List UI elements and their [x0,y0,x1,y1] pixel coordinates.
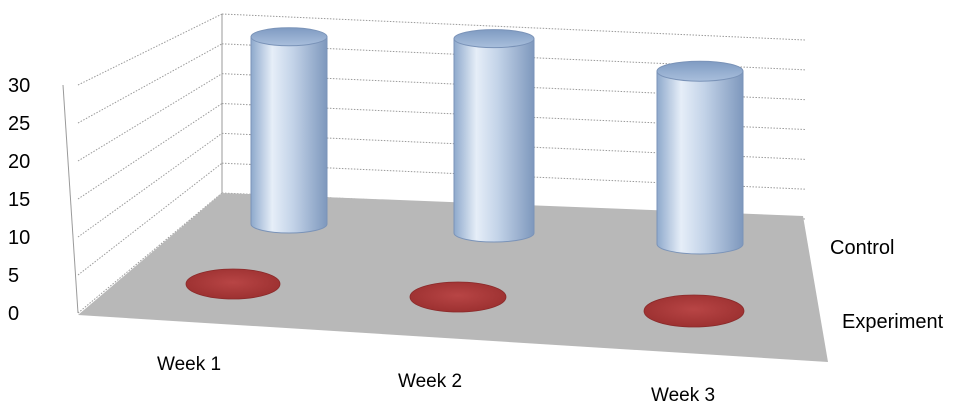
gridline-back-30 [221,13,806,41]
bar-control-3 [656,60,744,255]
y-axis: 0 5 10 15 20 25 30 [8,75,30,325]
chart-floor [78,193,828,362]
category-label-week-3: Week 3 [651,385,715,405]
gridline-left-10 [77,132,223,238]
y-tick-label: 0 [8,303,19,325]
y-tick-label: 10 [8,227,30,249]
series-label-experiment: Experiment [842,311,944,333]
gridline-left-20 [77,73,223,162]
series-label-control: Control [830,237,894,259]
y-tick-label: 20 [8,151,30,173]
bar-experiment-1 [185,268,281,300]
category-label-week-1: Week 1 [157,354,221,375]
axis-line-left [62,84,79,314]
bar-control-2 [453,29,535,243]
gridline-left-25 [77,43,223,124]
y-tick-label: 15 [8,189,30,211]
bar-experiment-2 [409,281,507,313]
gridline-left-5 [77,162,223,276]
y-tick-label: 25 [8,113,30,135]
gridline-left-0 [77,192,223,314]
gridline-left-30 [77,13,223,86]
y-tick-label: 30 [8,75,30,97]
category-label-week-2: Week 2 [398,371,462,392]
chart-marks [185,27,745,328]
bar-control-1 [250,27,328,234]
y-tick-label: 5 [8,265,19,287]
bar-experiment-3 [643,294,745,328]
gridline-left-15 [77,103,223,200]
